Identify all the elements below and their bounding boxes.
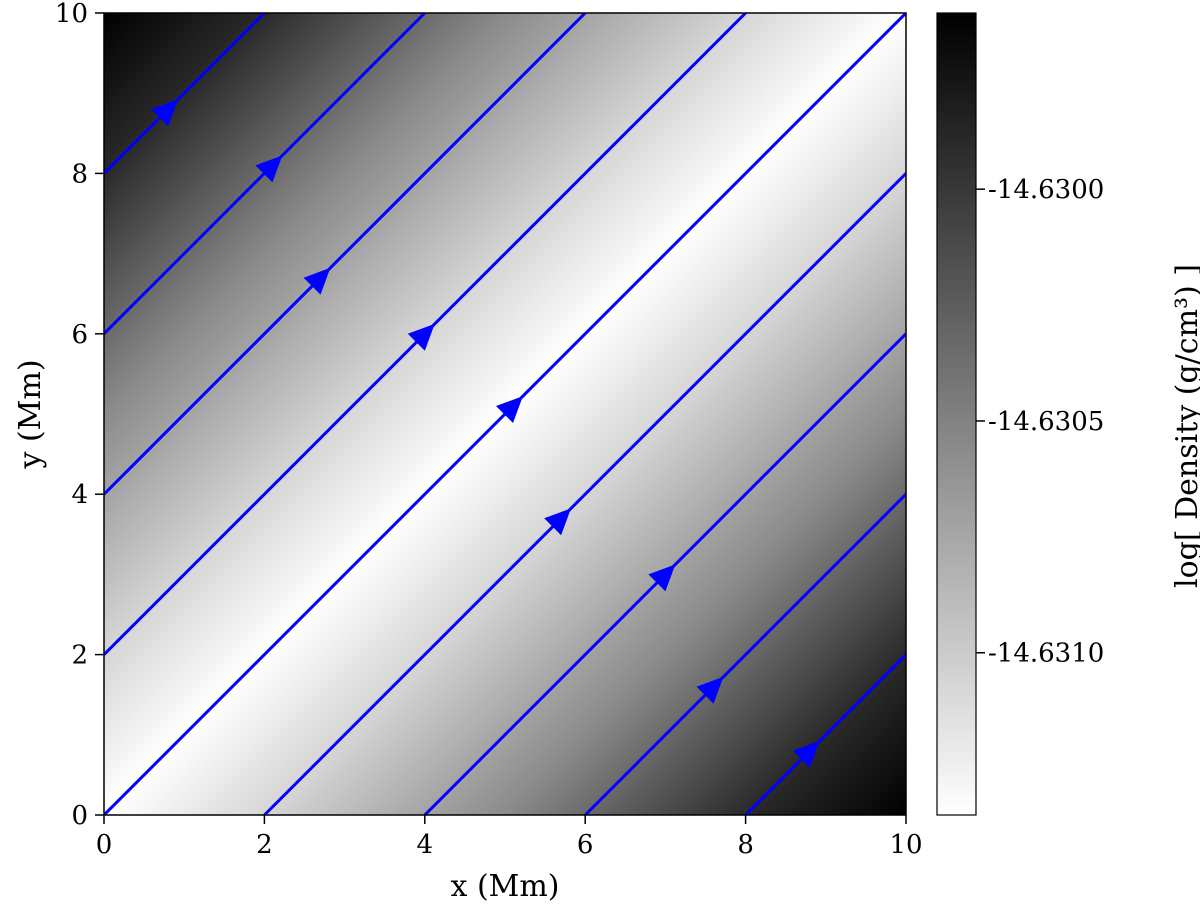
y-tick-label: 8 <box>71 159 88 189</box>
x-axis: 0 2 4 6 8 10 <box>96 815 923 860</box>
x-tick-label: 2 <box>256 830 273 860</box>
plot-frame <box>103 12 907 816</box>
x-tick-label: 0 <box>96 830 113 860</box>
colorbar-tick-label: -14.6300 <box>988 175 1104 205</box>
x-tick-label: 6 <box>577 830 594 860</box>
y-tick-label: 6 <box>71 320 88 350</box>
colorbar-gradient <box>936 12 977 816</box>
plot-area <box>103 12 907 816</box>
field-line-arrow <box>648 564 676 592</box>
y-tick-label: 10 <box>55 0 88 29</box>
colorbar: -14.6300 -14.6305 -14.6310 log[ Density (g… <box>936 12 1200 816</box>
field-line-arrow <box>792 740 820 768</box>
y-tick-label: 0 <box>71 801 88 831</box>
field-lines <box>104 13 906 815</box>
field-line <box>744 653 906 815</box>
field-line-arrow <box>151 99 179 127</box>
y-axis-title: y (Mm) <box>13 359 48 469</box>
colorbar-tick-label: -14.6310 <box>988 639 1104 669</box>
field-line-arrow <box>303 267 331 295</box>
field-line <box>104 13 266 175</box>
x-tick-label: 4 <box>417 830 434 860</box>
colorbar-title: log[ Density (g/cm³) ] <box>1170 264 1200 588</box>
colorbar-ticks: -14.6300 -14.6305 -14.6310 <box>976 175 1104 669</box>
field-line-arrow <box>544 508 571 536</box>
colorbar-tick-label: -14.6305 <box>988 407 1104 437</box>
x-axis-title: x (Mm) <box>450 869 559 904</box>
x-tick-label: 8 <box>737 830 754 860</box>
x-tick-label: 10 <box>889 830 922 860</box>
field-line <box>584 493 906 815</box>
field-line-arrow <box>496 396 523 423</box>
y-axis: 0 2 4 6 8 10 <box>55 0 104 831</box>
y-tick-label: 4 <box>71 480 88 510</box>
y-tick-label: 2 <box>71 641 88 671</box>
field-line <box>263 172 906 815</box>
field-line <box>104 13 587 496</box>
field-line-arrow <box>696 676 724 704</box>
field-line-arrow <box>255 155 283 183</box>
field-line-arrow <box>407 323 435 351</box>
